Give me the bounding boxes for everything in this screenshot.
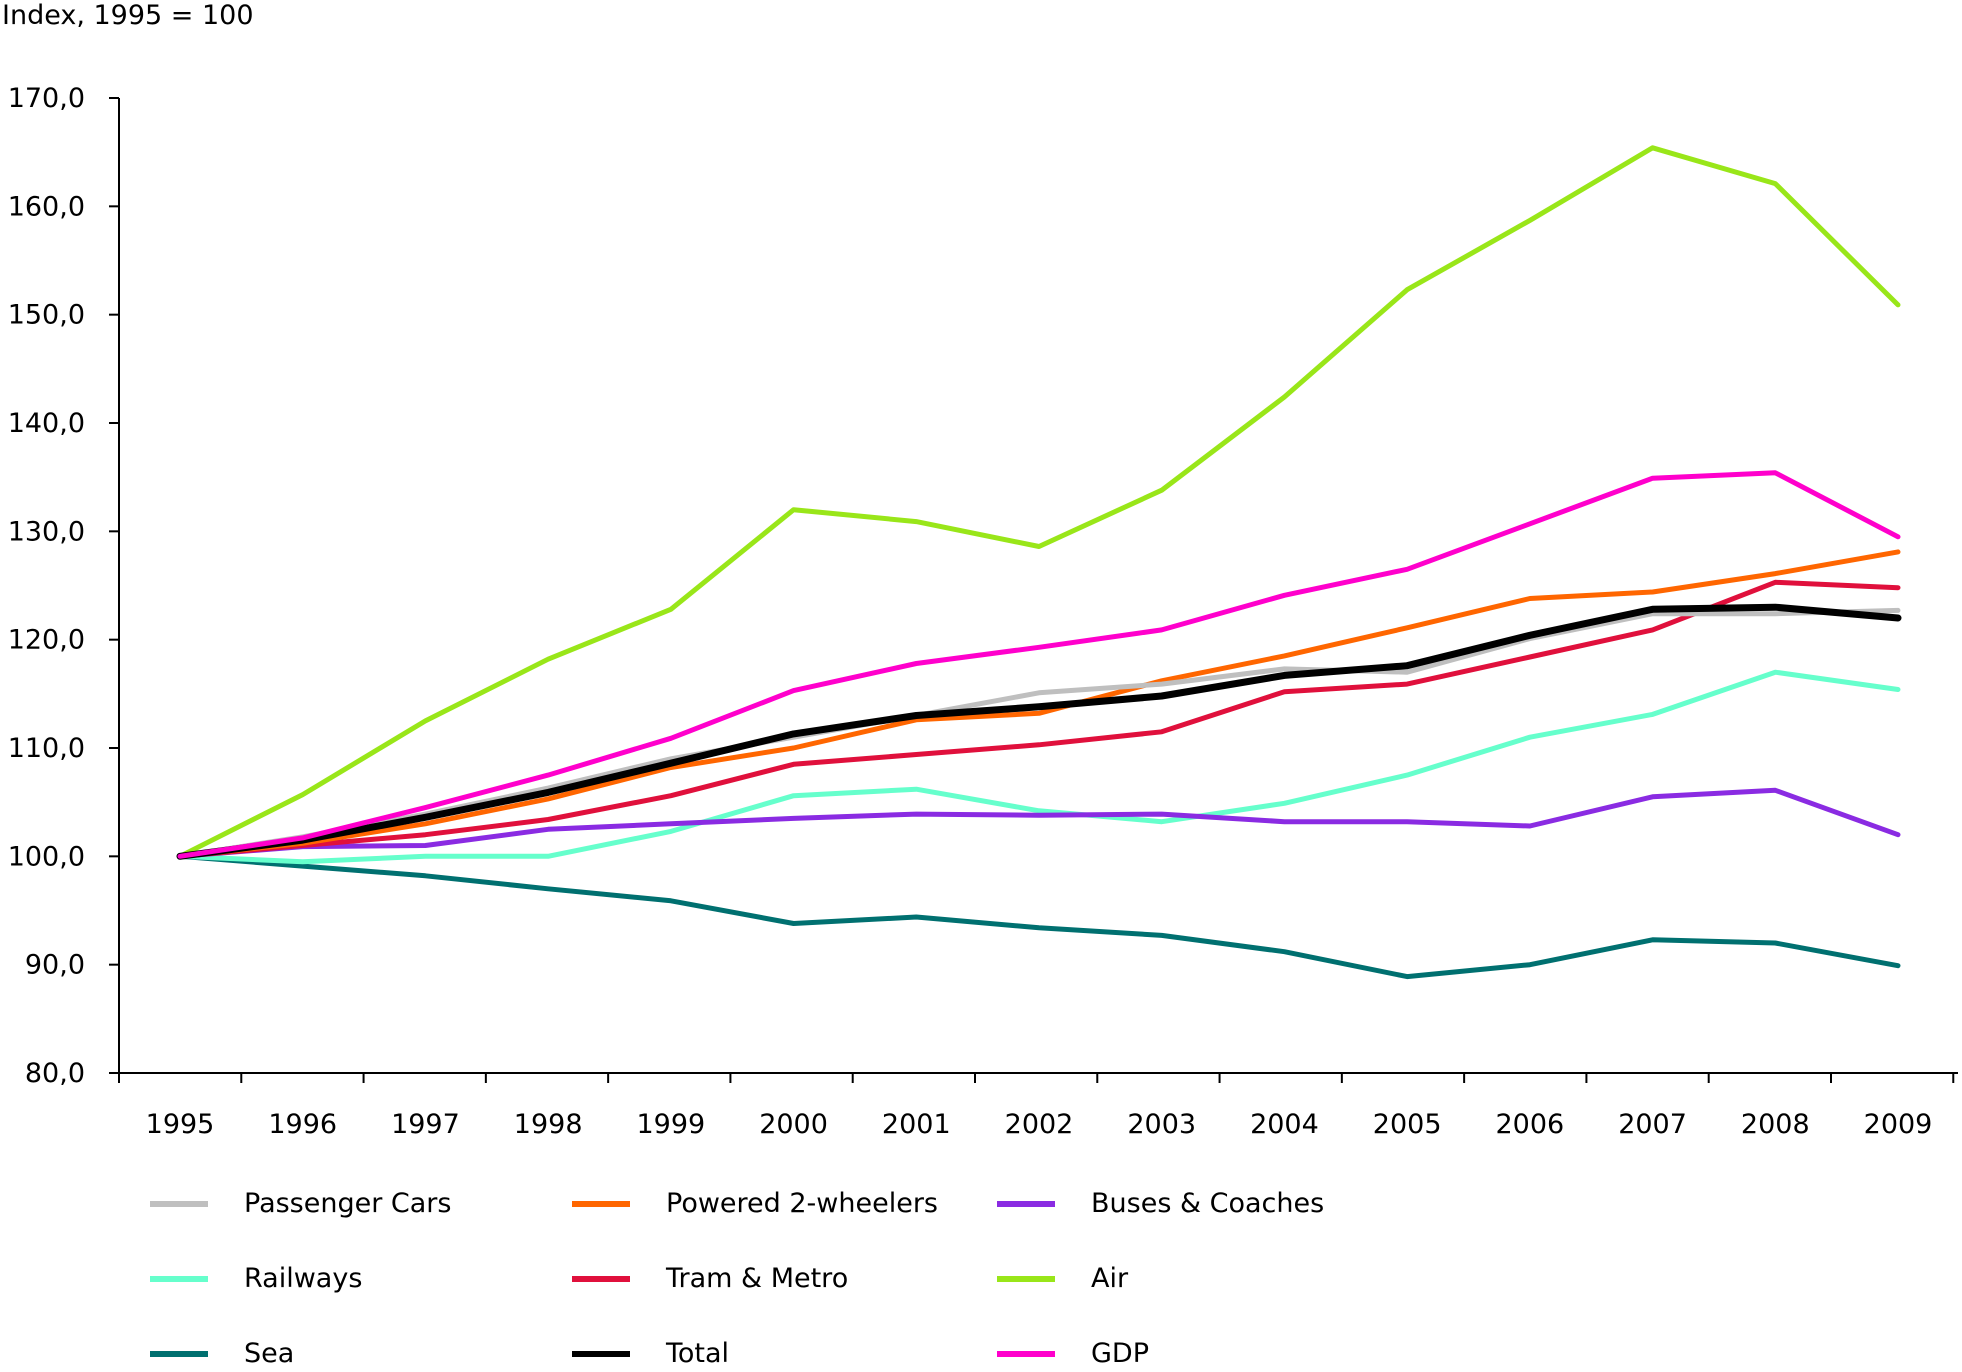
series-line-tram-metro (177, 579, 1901, 859)
legend-label: GDP (1091, 1338, 1149, 1369)
legend-swatch (997, 1350, 1055, 1357)
legend-item: Powered 2-wheelers (572, 1188, 938, 1219)
legend-label: Total (666, 1338, 730, 1369)
x-tick-label: 1999 (636, 1109, 705, 1140)
y-tick-label: 130,0 (8, 516, 85, 547)
x-tick-label: 2006 (1495, 1109, 1564, 1140)
legend-label: Tram & Metro (666, 1263, 849, 1294)
x-tick-label: 2005 (1373, 1109, 1442, 1140)
legend-label: Railways (244, 1263, 363, 1294)
x-tick-label: 1995 (146, 1109, 215, 1140)
series-line-sea (177, 853, 1901, 980)
series-line-gdp (177, 470, 1901, 859)
legend-item: Buses & Coaches (997, 1188, 1324, 1219)
legend-item: Total (572, 1338, 729, 1369)
x-tick-label: 1996 (268, 1109, 337, 1140)
legend-swatch (997, 1275, 1055, 1282)
legend-swatch (150, 1350, 208, 1357)
y-tick-label: 140,0 (8, 408, 85, 439)
legend-label: Sea (244, 1338, 295, 1369)
series-line-total (176, 603, 1902, 860)
y-tick-label: 110,0 (8, 733, 85, 764)
x-tick-label: 2007 (1618, 1109, 1687, 1140)
x-tick-label: 2008 (1741, 1109, 1810, 1140)
y-tick-label: 160,0 (8, 191, 85, 222)
legend-item: Passenger Cars (150, 1188, 451, 1219)
x-tick-label: 1997 (391, 1109, 460, 1140)
legend-swatch (997, 1200, 1055, 1207)
legend-swatch (150, 1275, 208, 1282)
series-line-air (177, 145, 1901, 859)
legend-swatch (572, 1200, 630, 1207)
y-tick-label: 90,0 (25, 950, 85, 981)
y-axis-title: Index, 1995 = 100 (2, 0, 254, 31)
legend-item: GDP (997, 1338, 1149, 1369)
x-tick-label: 2003 (1127, 1109, 1196, 1140)
legend-label: Powered 2-wheelers (666, 1188, 938, 1219)
x-tick-label: 2000 (759, 1109, 828, 1140)
y-tick-label: 120,0 (8, 625, 85, 656)
legend-item: Sea (150, 1338, 294, 1369)
legend-item: Tram & Metro (572, 1263, 848, 1294)
legend-swatch (150, 1200, 208, 1207)
series-line-buses-coaches (177, 787, 1901, 859)
y-tick-label: 100,0 (8, 841, 85, 872)
x-tick-label: 2004 (1250, 1109, 1319, 1140)
series-line-railways (177, 669, 1901, 865)
y-tick-label: 150,0 (8, 300, 85, 331)
y-tick-label: 80,0 (25, 1058, 85, 1089)
x-tick-label: 1998 (514, 1109, 583, 1140)
legend-item: Air (997, 1263, 1128, 1294)
y-tick-label: 170,0 (8, 83, 85, 114)
legend-label: Buses & Coaches (1091, 1188, 1325, 1219)
legend-item: Railways (150, 1263, 362, 1294)
legend-label: Air (1091, 1263, 1129, 1294)
legend-swatch (572, 1350, 630, 1357)
x-tick-label: 2001 (882, 1109, 951, 1140)
legend-label: Passenger Cars (244, 1188, 452, 1219)
x-tick-label: 2009 (1864, 1109, 1933, 1140)
x-tick-label: 2002 (1005, 1109, 1074, 1140)
series-line-powered-2-wheelers (177, 549, 1901, 859)
legend-swatch (572, 1275, 630, 1282)
